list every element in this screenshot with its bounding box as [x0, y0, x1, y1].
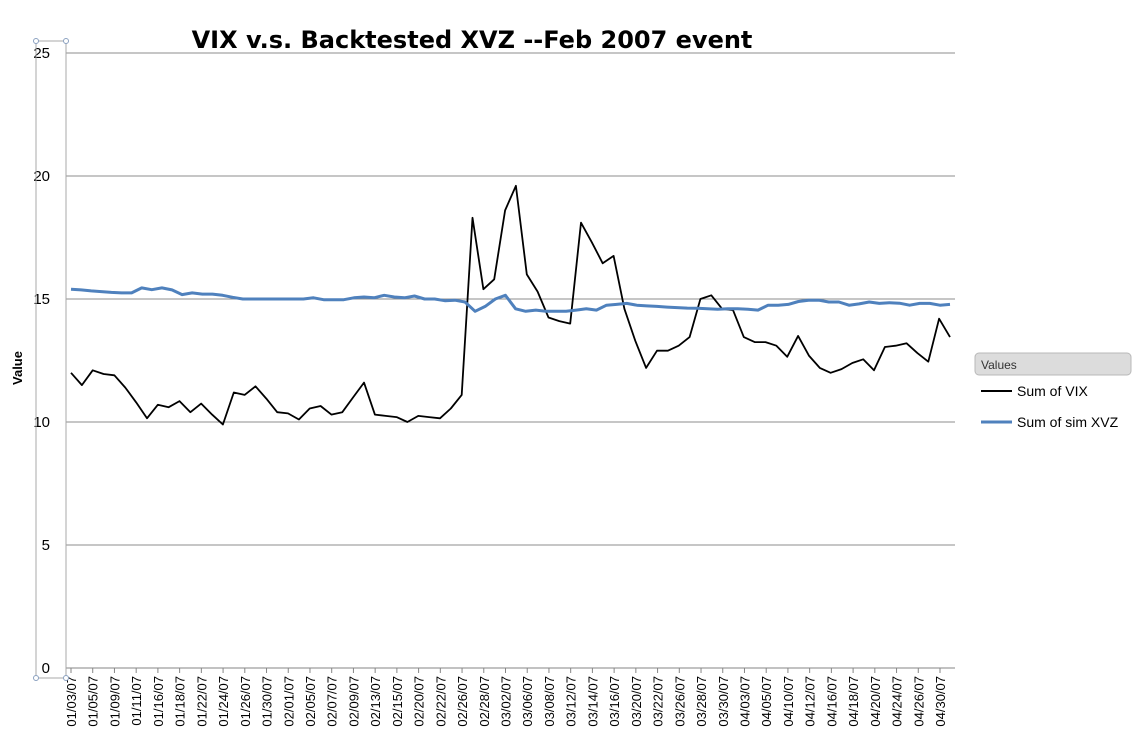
- x-tick-label: 02/01/07: [281, 676, 296, 727]
- x-tick-label: 03/06/07: [520, 676, 535, 727]
- x-tick-label: 03/08/07: [542, 676, 557, 727]
- x-tick-label: 04/24/07: [890, 676, 905, 727]
- series-line-vix[interactable]: [70, 184, 951, 426]
- x-axis-ticks: 01/03/07 01/05/07 01/09/07 01/11/07 01/16/07…: [64, 668, 948, 727]
- legend-label: Sum of VIX: [1017, 383, 1088, 399]
- x-tick-label: 01/30/07: [260, 676, 275, 727]
- x-tick-label: 03/22/07: [651, 676, 666, 727]
- series-line-sim-xvz[interactable]: [70, 286, 951, 313]
- x-tick-label: 01/22/07: [194, 676, 209, 727]
- y-tick-label: 25: [33, 45, 50, 62]
- y-tick-label: 10: [33, 414, 50, 431]
- gridlines: [66, 52, 955, 669]
- x-tick-label: 03/16/07: [607, 676, 622, 727]
- x-tick-label: 03/28/07: [694, 676, 709, 727]
- y-tick-label: 15: [33, 291, 50, 308]
- x-tick-label: 02/15/07: [390, 676, 405, 727]
- legend-label: Sum of sim XVZ: [1017, 414, 1119, 430]
- x-tick-label: 02/07/07: [325, 676, 340, 727]
- x-tick-label: 01/09/07: [107, 676, 122, 727]
- x-tick-label: 03/02/07: [499, 676, 514, 727]
- y-tick-label: 5: [42, 537, 50, 554]
- x-tick-label: 03/12/07: [564, 676, 579, 727]
- y-tick-label: 20: [33, 168, 50, 185]
- x-tick-label: 04/16/07: [824, 676, 839, 727]
- y-axis-ticks: 0 5 10 15 20 25: [33, 45, 50, 677]
- series-lines: [70, 184, 951, 426]
- x-tick-label: 03/20/07: [629, 676, 644, 727]
- x-tick-label: 04/30/07: [933, 676, 948, 727]
- x-tick-label: 04/18/07: [846, 676, 861, 727]
- x-tick-label: 01/05/07: [86, 676, 101, 727]
- x-tick-label: 04/03/07: [737, 676, 752, 727]
- x-tick-label: 02/05/07: [303, 676, 318, 727]
- legend-header[interactable]: [974, 352, 1132, 376]
- x-tick-label: 04/26/07: [911, 676, 926, 727]
- x-tick-label: 04/12/07: [803, 676, 818, 727]
- x-tick-label: 03/30/07: [716, 676, 731, 727]
- x-tick-label: 02/20/07: [412, 676, 427, 727]
- x-tick-label: 04/05/07: [759, 676, 774, 727]
- x-tick-label: 02/13/07: [368, 676, 383, 727]
- y-tick-label: 0: [42, 660, 50, 677]
- legend: Values Sum of VIX Sum of sim XVZ: [974, 352, 1132, 430]
- legend-title: Values: [981, 358, 1017, 372]
- x-tick-label: 03/26/07: [672, 676, 687, 727]
- y-axis-label: Value: [10, 351, 25, 385]
- x-tick-label: 01/16/07: [151, 676, 166, 727]
- x-tick-label: 02/22/07: [433, 676, 448, 727]
- x-tick-label: 03/14/07: [585, 676, 600, 727]
- x-tick-label: 04/20/07: [868, 676, 883, 727]
- x-tick-label: 01/11/07: [129, 676, 144, 726]
- x-tick-label: 01/26/07: [238, 676, 253, 727]
- x-tick-label: 02/26/07: [455, 676, 470, 727]
- x-tick-label: 01/03/07: [64, 676, 79, 727]
- x-tick-label: 04/10/07: [781, 676, 796, 727]
- x-tick-label: 01/24/07: [216, 676, 231, 727]
- x-tick-label: 02/28/07: [477, 676, 492, 727]
- chart-title: VIX v.s. Backtested XVZ --Feb 2007 event: [192, 26, 753, 54]
- x-tick-label: 02/09/07: [346, 676, 361, 727]
- plot-area-selection-frame[interactable]: [33, 38, 69, 681]
- x-tick-label: 01/18/07: [173, 676, 188, 727]
